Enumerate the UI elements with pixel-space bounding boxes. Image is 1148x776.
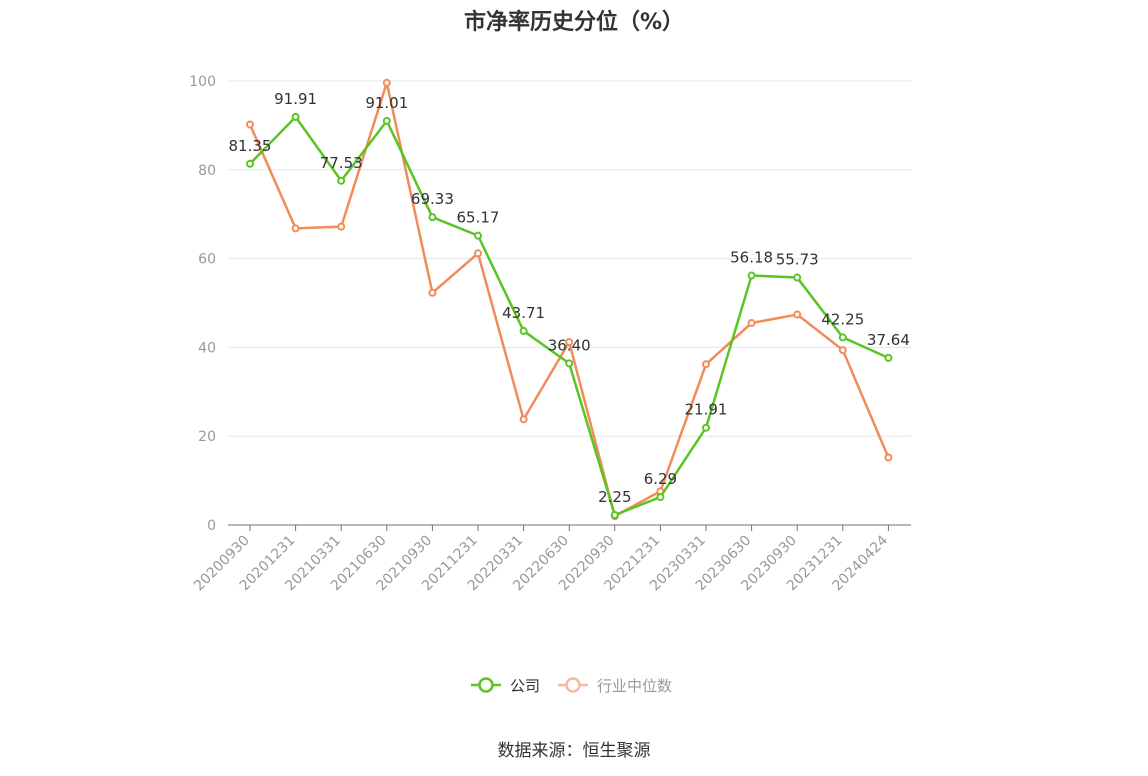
legend-item-1[interactable]: 行业中位数 [558,677,672,695]
data-label: 77.53 [320,154,363,172]
data-point[interactable] [565,359,574,368]
data-point[interactable] [565,338,574,347]
y-tick-label: 20 [198,429,216,445]
y-tick-label: 60 [198,252,216,268]
data-point[interactable] [246,120,254,129]
legend-label: 行业中位数 [597,677,672,695]
data-label: 43.71 [502,304,545,322]
data-point[interactable] [884,453,893,462]
data-label: 21.91 [685,401,728,419]
y-tick-label: 40 [198,340,216,356]
data-point[interactable] [519,326,528,335]
legend-item-0[interactable]: 公司 [471,677,540,695]
data-label: 65.17 [457,209,500,227]
data-point[interactable] [291,112,300,121]
y-tick-label: 0 [207,518,216,534]
data-point[interactable] [382,116,391,125]
data-label: 2.25 [598,488,631,506]
chart-title: 市净率历史分位（%） [463,10,685,35]
data-point[interactable] [474,231,482,240]
data-label: 37.64 [867,331,910,349]
legend-marker [565,677,581,693]
legend-label: 公司 [510,677,540,695]
data-point[interactable] [474,249,482,258]
data-point[interactable] [337,222,346,231]
data-point[interactable] [428,288,437,297]
legend-marker [478,677,494,693]
data-point[interactable] [337,176,346,185]
data-label: 91.91 [274,90,317,108]
y-tick-label: 100 [189,74,216,90]
data-point[interactable] [382,78,391,87]
data-point[interactable] [519,415,528,424]
data-label: 36.40 [548,336,591,354]
data-point[interactable] [656,493,665,502]
data-label: 6.29 [644,470,677,488]
data-point[interactable] [793,310,802,319]
data-point[interactable] [702,360,710,369]
data-point[interactable] [291,224,300,233]
axes: 0204060801002020093020201231202103312021… [189,74,911,594]
data-label: 42.25 [821,310,864,328]
data-point[interactable] [838,346,847,355]
data-point[interactable] [884,353,893,362]
data-point[interactable] [246,159,254,168]
data-point[interactable] [428,213,437,222]
data-label: 55.73 [776,251,819,269]
data-label: 81.35 [229,137,272,155]
data-label: 91.01 [365,94,408,112]
data-point[interactable] [610,511,619,520]
series-lines [246,78,893,521]
series-line-1 [248,81,890,518]
legend: 公司 行业中位数 [471,677,672,695]
data-point[interactable] [747,318,756,327]
source-note: 数据来源：恒生聚源 [497,741,651,761]
data-point[interactable] [838,333,847,342]
data-label: 69.33 [411,190,454,208]
data-point[interactable] [793,273,802,282]
data-point[interactable] [702,423,710,432]
data-point[interactable] [747,271,756,280]
data-label: 56.18 [730,249,773,267]
y-tick-label: 80 [198,163,216,179]
